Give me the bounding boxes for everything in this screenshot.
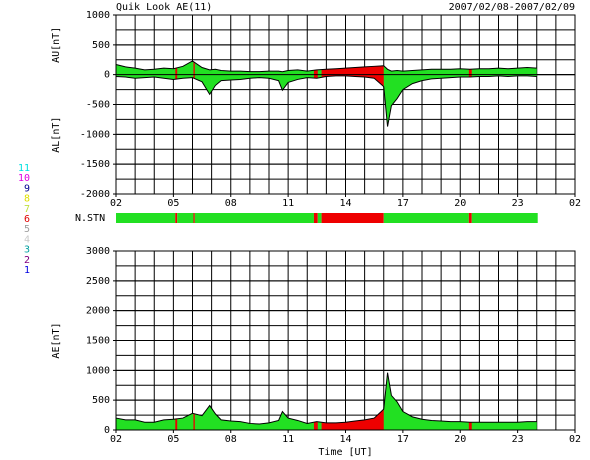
x-tick-label: 02 — [110, 198, 122, 209]
x-tick-label: 05 — [167, 434, 179, 445]
x-tick-label: 20 — [454, 198, 466, 209]
station-legend-label: 4 — [24, 234, 30, 245]
y-tick-label: 500 — [92, 40, 110, 51]
station-legend-label: 10 — [18, 173, 30, 184]
y-tick-label: 3000 — [86, 246, 110, 257]
date-range: 2007/02/08-2007/02/09 — [449, 2, 575, 13]
station-legend-label: 1 — [24, 265, 30, 276]
x-tick-label: 23 — [512, 198, 524, 209]
x-tick-label: 08 — [225, 434, 237, 445]
line — [115, 60, 537, 73]
x-tick-label: 08 — [225, 198, 237, 209]
station-legend-label: 2 — [24, 255, 30, 266]
status-segment — [321, 213, 384, 223]
y-tick-label: 0 — [104, 425, 110, 436]
status-segment — [383, 213, 469, 223]
plot-frame — [115, 14, 576, 195]
line — [115, 372, 537, 425]
plot-frame — [115, 250, 576, 431]
y-tick-label: 2500 — [86, 276, 110, 287]
y-tick-label: 500 — [92, 395, 110, 406]
status-segment — [194, 213, 314, 223]
y-tick-label: 1500 — [86, 336, 110, 347]
x-tick-label: 02 — [110, 434, 122, 445]
y-tick-label: 1000 — [86, 10, 110, 21]
x-tick-label: 17 — [397, 198, 409, 209]
station-legend-label: 11 — [18, 163, 30, 174]
station-legend-label: 6 — [24, 214, 30, 225]
y-tick-label: 2000 — [86, 306, 110, 317]
status-segment — [313, 213, 318, 223]
line — [115, 75, 537, 127]
y-tick-label: 0 — [104, 70, 110, 81]
status-segment — [471, 213, 538, 223]
area — [116, 60, 537, 75]
area — [116, 372, 537, 430]
station-legend-label: 7 — [24, 204, 30, 215]
y-tick-label: 1000 — [86, 365, 110, 376]
status-segment — [116, 213, 176, 223]
station-legend-label: 5 — [24, 224, 30, 235]
plot — [113, 250, 576, 433]
y-tick-label: -1000 — [80, 129, 110, 140]
x-tick-label: 23 — [512, 434, 524, 445]
status-segment — [317, 213, 322, 223]
y-tick-label: -1500 — [80, 159, 110, 170]
y-axis-label: AL[nT] — [51, 117, 62, 153]
x-tick-label: 17 — [397, 434, 409, 445]
y-axis-label: AE[nT] — [51, 322, 62, 358]
status-bar-label: N.STN — [75, 213, 105, 224]
x-axis-label: Time [UT] — [318, 447, 372, 458]
plot — [113, 14, 576, 197]
x-tick-label: 05 — [167, 198, 179, 209]
station-legend-label: 3 — [24, 245, 30, 256]
station-legend-label: 9 — [24, 183, 30, 194]
x-tick-label: 02 — [569, 434, 581, 445]
station-legend-label: 8 — [24, 194, 30, 205]
x-tick-label: 20 — [454, 434, 466, 445]
x-tick-label: 02 — [569, 198, 581, 209]
y-axis-label: AU[nT] — [51, 27, 62, 63]
y-tick-label: -500 — [86, 100, 110, 111]
x-tick-label: 14 — [339, 198, 351, 209]
status-segment — [193, 213, 195, 223]
x-tick-label: 11 — [282, 434, 294, 445]
status-segment — [177, 213, 194, 223]
status-segment — [175, 213, 178, 223]
x-tick-label: 11 — [282, 198, 294, 209]
chart-title: Quik Look AE(11) — [116, 2, 212, 13]
status-segment — [468, 213, 472, 223]
y-tick-label: -2000 — [80, 189, 110, 200]
x-tick-label: 14 — [339, 434, 351, 445]
